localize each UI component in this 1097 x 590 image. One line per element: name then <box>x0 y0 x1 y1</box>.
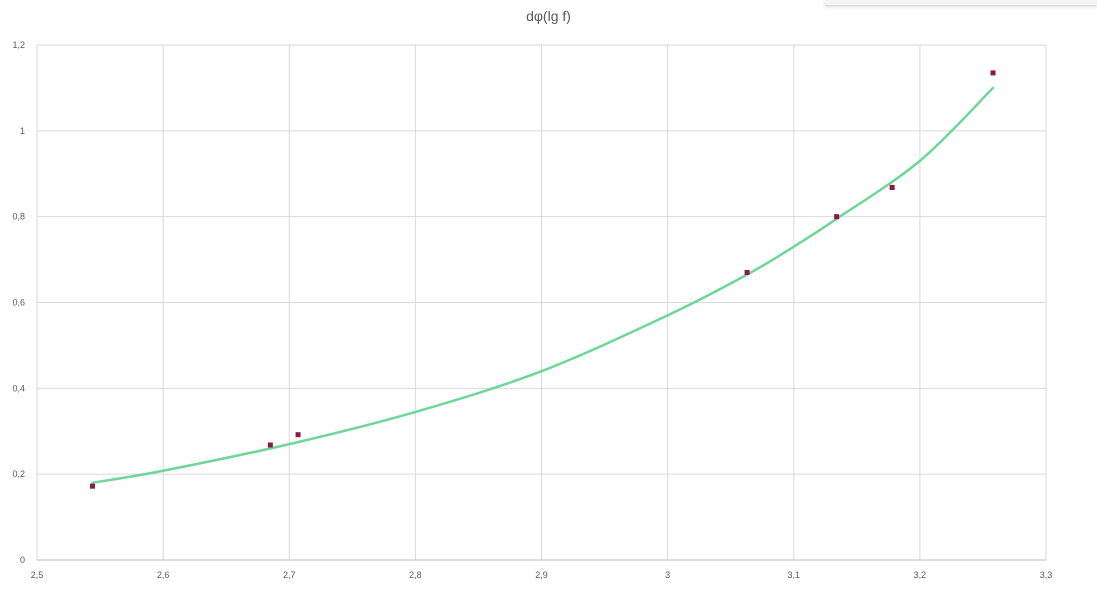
chart-title: dφ(lg f) <box>526 8 571 24</box>
data-point <box>744 269 750 275</box>
y-tick-label: 0 <box>20 555 25 565</box>
y-tick-label: 0,8 <box>12 212 25 222</box>
y-tick-label: 0,2 <box>12 469 25 479</box>
y-tick-label: 1,2 <box>12 40 25 50</box>
grid <box>36 44 1047 561</box>
legend-panel <box>825 0 1097 6</box>
y-tick-label: 0,6 <box>12 298 25 308</box>
x-tick-label: 2,9 <box>535 570 548 580</box>
data-point <box>267 442 273 448</box>
series-layer <box>89 70 996 489</box>
x-tick-labels: 2,5 2,6 2,7 2,8 2,9 3 3,1 3,2 3,3 <box>31 570 1053 580</box>
y-tick-label: 0,4 <box>12 383 25 393</box>
y-tick-labels: 0 0,2 0,4 0,6 0,8 1 1,2 <box>12 40 25 565</box>
y-tick-label: 1 <box>20 126 25 136</box>
x-tick-label: 2,6 <box>157 570 170 580</box>
x-tick-label: 3 <box>665 570 670 580</box>
x-tick-label: 2,5 <box>31 570 44 580</box>
data-point <box>89 483 95 489</box>
data-point <box>834 214 840 220</box>
data-point <box>295 432 301 438</box>
x-tick-label: 3,3 <box>1040 570 1053 580</box>
data-point <box>889 184 895 190</box>
x-tick-label: 3,2 <box>914 570 927 580</box>
x-tick-label: 2,8 <box>409 570 422 580</box>
x-tick-label: 3,1 <box>787 570 800 580</box>
trendline <box>91 86 995 484</box>
x-tick-label: 2,7 <box>283 570 296 580</box>
data-point <box>990 70 996 76</box>
